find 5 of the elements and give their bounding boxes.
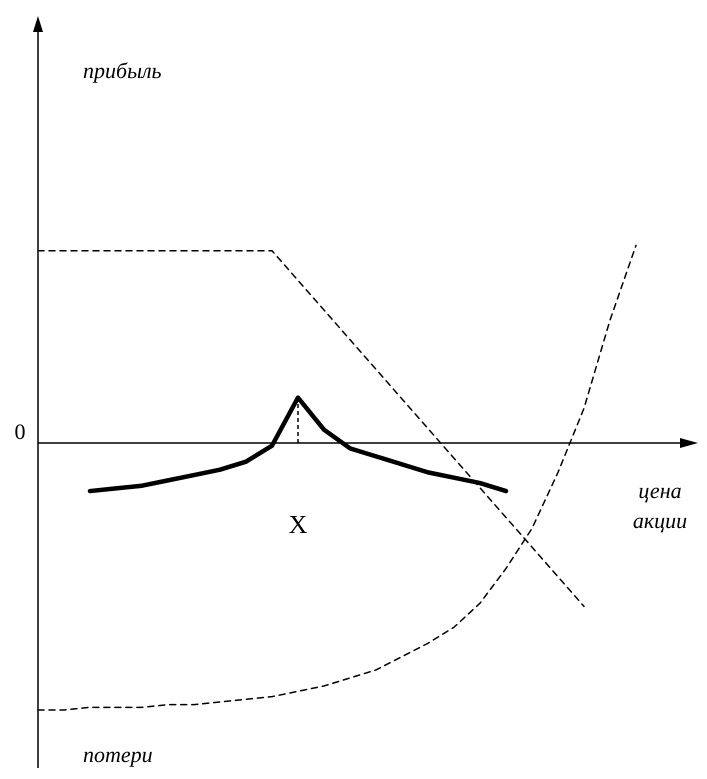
x-axis-title: цена акции [632, 478, 688, 533]
annotation: 0 [14, 419, 26, 444]
text: потери [83, 742, 153, 767]
text: прибыль [83, 58, 162, 83]
annotation: X [288, 510, 308, 539]
